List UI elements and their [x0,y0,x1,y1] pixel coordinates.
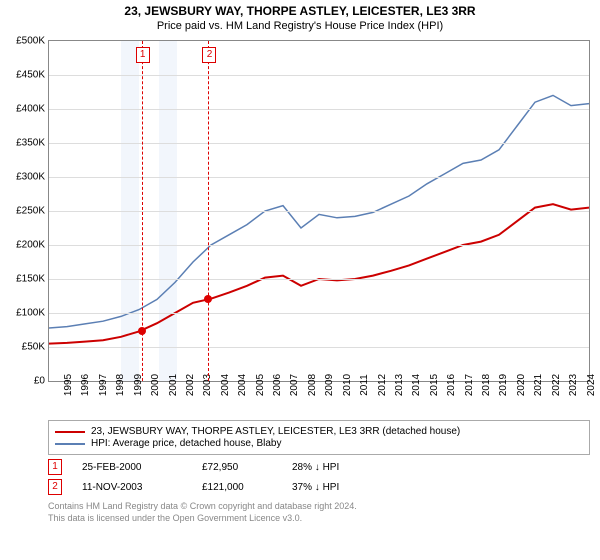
series-property [49,204,589,343]
y-axis-label: £350K [16,138,45,149]
y-axis-label: £0 [34,376,45,387]
title-block: 23, JEWSBURY WAY, THORPE ASTLEY, LEICEST… [0,0,600,34]
footer-line-1: Contains HM Land Registry data © Crown c… [48,501,590,513]
legend-swatch-hpi [55,443,85,445]
y-axis-label: £250K [16,206,45,217]
chart-marker-dot-2 [204,295,212,303]
sale-marker-1: 1 [48,459,62,475]
y-axis-label: £500K [16,36,45,47]
y-axis-label: £150K [16,274,45,285]
chart-container: 23, JEWSBURY WAY, THORPE ASTLEY, LEICEST… [0,0,600,560]
y-axis-label: £50K [22,342,45,353]
sale-price-2: £121,000 [202,482,272,493]
chart-marker-1: 1 [136,47,150,63]
sale-table: 1 25-FEB-2000 £72,950 28% ↓ HPI 2 11-NOV… [48,459,590,495]
sale-row-1: 1 25-FEB-2000 £72,950 28% ↓ HPI [48,459,590,475]
legend-box: 23, JEWSBURY WAY, THORPE ASTLEY, LEICEST… [48,420,590,455]
chart-subtitle: Price paid vs. HM Land Registry's House … [0,20,600,32]
y-axis-label: £200K [16,240,45,251]
sale-diff-2: 37% ↓ HPI [292,482,372,493]
legend-row-hpi: HPI: Average price, detached house, Blab… [55,438,583,449]
sale-marker-2: 2 [48,479,62,495]
legend-label-hpi: HPI: Average price, detached house, Blab… [91,438,282,449]
footer-line-2: This data is licensed under the Open Gov… [48,513,590,525]
legend-label-property: 23, JEWSBURY WAY, THORPE ASTLEY, LEICEST… [91,426,460,437]
x-axis-label: 2025 [589,374,600,396]
y-axis-label: £100K [16,308,45,319]
chart-marker-dot-1 [138,327,146,335]
legend-swatch-property [55,431,85,433]
y-axis-label: £400K [16,104,45,115]
legend-row-property: 23, JEWSBURY WAY, THORPE ASTLEY, LEICEST… [55,426,583,437]
sale-row-2: 2 11-NOV-2003 £121,000 37% ↓ HPI [48,479,590,495]
chart-marker-2: 2 [202,47,216,63]
sale-price-1: £72,950 [202,462,272,473]
sale-diff-1: 28% ↓ HPI [292,462,372,473]
sale-date-1: 25-FEB-2000 [82,462,182,473]
y-axis-label: £450K [16,70,45,81]
y-axis-label: £300K [16,172,45,183]
chart-plot-area: £0£50K£100K£150K£200K£250K£300K£350K£400… [48,40,590,382]
footer: Contains HM Land Registry data © Crown c… [48,501,590,524]
sale-date-2: 11-NOV-2003 [82,482,182,493]
chart-title: 23, JEWSBURY WAY, THORPE ASTLEY, LEICEST… [0,4,600,18]
